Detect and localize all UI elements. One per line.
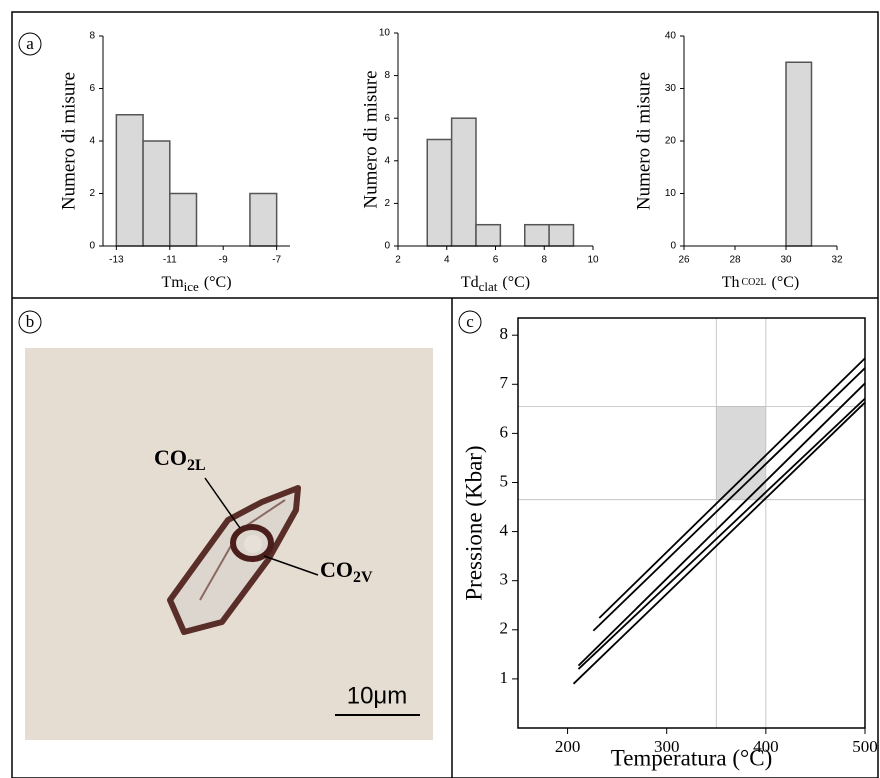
y-tick-label: 30 — [665, 83, 677, 94]
line-series — [598, 357, 866, 619]
y-tick-label: 0 — [384, 241, 390, 252]
y-tick-label: 4 — [89, 136, 95, 147]
y-tick-label: 6 — [500, 422, 509, 441]
x-axis-label-part: Tm — [161, 274, 184, 291]
y-tick-label: 3 — [500, 570, 509, 589]
panel-badge — [18, 32, 42, 56]
panel-label: a — [26, 34, 34, 53]
y-tick-label: 0 — [89, 241, 95, 252]
y-tick-label: 10 — [379, 28, 391, 39]
y-tick-label: 5 — [500, 471, 509, 490]
x-axis-label-part: (°C) — [502, 274, 530, 291]
y-tick-label: 2 — [500, 619, 509, 638]
x-axis-label-part: (°C) — [772, 274, 800, 291]
line-series — [577, 397, 866, 670]
plot-frame — [517, 317, 866, 729]
line-series — [577, 382, 866, 667]
y-axis-label: Numero di misure — [633, 72, 654, 210]
bar — [426, 138, 453, 247]
y-tick-label: 2 — [384, 198, 390, 209]
x-axis-label-part: Td — [461, 274, 479, 291]
y-tick-label: 8 — [384, 70, 390, 81]
x-tick-label: -7 — [272, 255, 281, 266]
y-tick-label: 0 — [670, 241, 676, 252]
panel-badge — [18, 310, 42, 334]
x-tick-label: 4 — [444, 255, 450, 266]
y-tick-label: 10 — [665, 188, 677, 199]
bar — [524, 223, 550, 247]
panel-label: c — [466, 312, 474, 331]
x-axis-label: Tmice (°C) — [161, 274, 231, 294]
y-axis-label: Numero di misure — [360, 70, 381, 208]
photo: CO2L CO2V 10μm — [25, 348, 433, 740]
x-tick-label: -9 — [219, 255, 228, 266]
bar — [142, 140, 171, 247]
x-tick-label: 28 — [729, 255, 741, 266]
x-tick-label: -11 — [163, 255, 177, 266]
x-tick-label: 300 — [654, 737, 680, 756]
x-axis-label-part: ice — [184, 279, 199, 294]
pointer — [204, 477, 241, 529]
bar — [169, 192, 198, 247]
x-tick-label: 30 — [780, 255, 792, 266]
x-tick-label: 400 — [753, 737, 779, 756]
y-tick-label: 1 — [500, 668, 509, 687]
y-axis-label: Pressione (Kbar) — [461, 445, 486, 600]
scale-bar-label: 10μm — [347, 682, 408, 709]
bar — [475, 223, 502, 247]
x-tick-label: 200 — [555, 737, 581, 756]
y-tick-label: 4 — [500, 520, 509, 539]
y-tick-label: 2 — [89, 188, 95, 199]
line-series — [592, 367, 866, 632]
pointer — [263, 555, 319, 576]
y-tick-label: 20 — [665, 136, 677, 147]
y-tick-label: 40 — [665, 31, 677, 42]
bar — [450, 117, 477, 247]
y-axis-label: Numero di misure — [58, 72, 79, 210]
x-tick-label: 32 — [831, 255, 843, 266]
line-series — [572, 401, 866, 685]
y-tick-label: 8 — [89, 31, 95, 42]
x-tick-label: 500 — [852, 737, 878, 756]
x-axis-label: Temperatura (°C) — [611, 745, 772, 770]
label-text: CO — [154, 445, 187, 470]
label-sub: 2L — [187, 457, 206, 474]
x-tick-label: 2 — [395, 255, 401, 266]
x-axis-label-part: Th — [722, 274, 740, 291]
region — [716, 406, 766, 500]
frame — [11, 11, 879, 778]
x-axis-label: Th CO2L (°C) — [722, 274, 800, 291]
panel-label: b — [26, 312, 35, 331]
y-tick-label: 4 — [384, 155, 390, 166]
y-tick-label: 6 — [89, 83, 95, 94]
bar — [785, 61, 813, 247]
label-sub: 2V — [353, 569, 373, 586]
photo-label: CO2V — [320, 557, 373, 586]
bubble — [230, 524, 274, 562]
x-axis-label-part: clat — [479, 279, 498, 294]
label-text: CO — [320, 557, 353, 582]
x-tick-label: 10 — [587, 255, 599, 266]
x-axis-label: Tdclat (°C) — [461, 274, 530, 294]
y-tick-label: 8 — [500, 324, 509, 343]
x-axis-label-part: (°C) — [204, 274, 232, 291]
x-tick-label: 26 — [678, 255, 690, 266]
bar — [548, 223, 575, 247]
y-tick-label: 6 — [384, 113, 390, 124]
photo-label: CO2L — [154, 445, 206, 474]
x-tick-label: -13 — [109, 255, 124, 266]
bar — [115, 114, 144, 247]
x-tick-label: 8 — [541, 255, 547, 266]
bubble-core — [244, 535, 262, 553]
y-tick-label: 7 — [500, 373, 509, 392]
panel-badge — [458, 310, 482, 334]
x-axis-label-part: CO2L — [742, 277, 767, 288]
x-tick-label: 6 — [493, 255, 499, 266]
bar — [249, 192, 278, 247]
